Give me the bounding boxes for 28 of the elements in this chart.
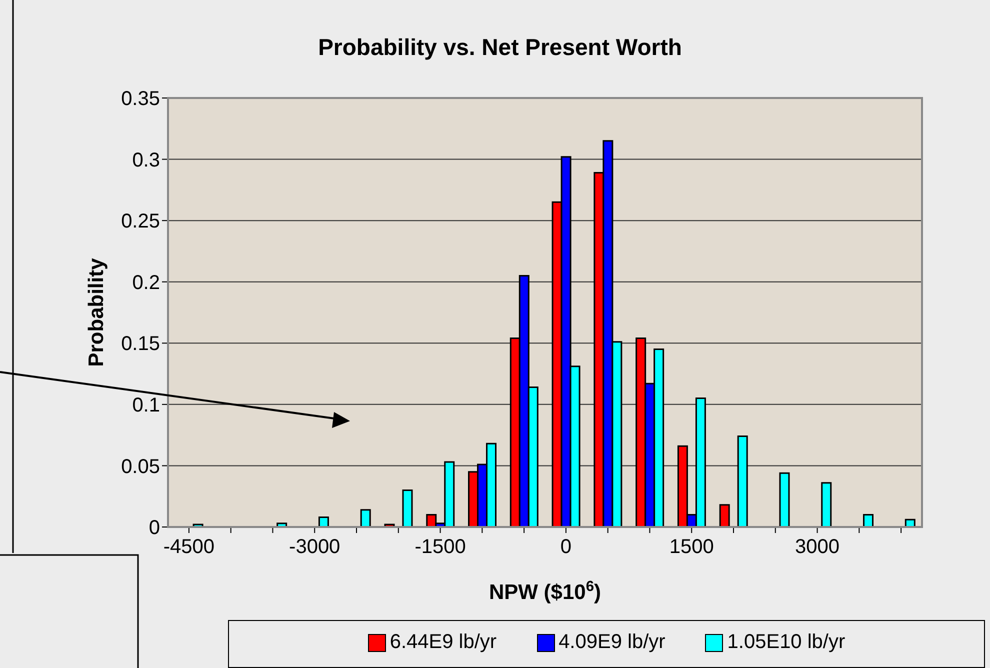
x-tick-label: 3000 bbox=[795, 536, 840, 558]
x-tick-label: -4500 bbox=[163, 536, 215, 558]
x-tick-label: 1500 bbox=[669, 536, 714, 558]
bar bbox=[779, 472, 790, 527]
bar bbox=[402, 489, 413, 527]
bar bbox=[719, 504, 730, 527]
bar bbox=[737, 436, 748, 527]
bar bbox=[821, 482, 832, 527]
y-tick-label: 0.2 bbox=[132, 272, 160, 294]
legend-label: 6.44E9 lb/yr bbox=[390, 631, 497, 654]
y-tick-label: 0.25 bbox=[121, 210, 160, 233]
x-tick-label: -3000 bbox=[289, 536, 340, 558]
y-tick-label: 0 bbox=[148, 517, 160, 540]
y-axis-title: Probability bbox=[85, 258, 108, 367]
y-tick-label: 0.1 bbox=[132, 394, 160, 417]
y-tick-label: 0.3 bbox=[132, 149, 160, 172]
x-tick-label: -1500 bbox=[414, 536, 466, 558]
bar bbox=[863, 514, 874, 527]
legend-label: 4.09E9 lb/yr bbox=[558, 631, 666, 654]
y-tick-label: 0.35 bbox=[121, 88, 160, 110]
y-tick-label: 0.15 bbox=[121, 333, 160, 356]
chart-title: Probability vs. Net Present Worth bbox=[317, 34, 683, 61]
bar bbox=[318, 516, 329, 527]
x-axis-title: NPW ($10$^{6}$) bbox=[488, 579, 602, 604]
legend-label: 1.05E10 lb/yr bbox=[727, 631, 846, 654]
bar bbox=[360, 509, 371, 527]
x-tick-label: 0 bbox=[560, 536, 572, 558]
y-tick-label: 0.05 bbox=[121, 456, 160, 478]
